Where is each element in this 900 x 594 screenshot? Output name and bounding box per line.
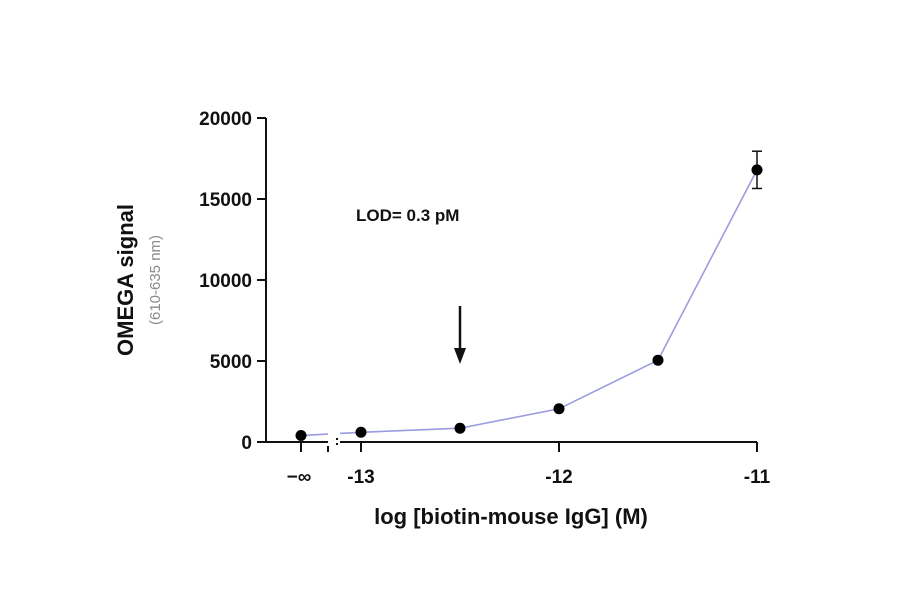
data-point — [652, 354, 664, 366]
data-point — [355, 426, 367, 438]
y-axis-subtitle: (610-635 nm) — [147, 235, 164, 325]
data-point — [553, 403, 565, 415]
series-layer — [295, 150, 763, 442]
y-tick-label: 5000 — [210, 352, 252, 373]
data-point — [751, 164, 763, 176]
x-tick-label: -11 — [744, 467, 771, 488]
x-axis-title: log [biotin-mouse IgG] (M) — [374, 504, 648, 529]
x-tick-label: -13 — [347, 467, 374, 488]
data-point — [295, 430, 307, 442]
y-tick-label: 0 — [241, 433, 252, 454]
y-tick-label: 10000 — [199, 271, 252, 292]
labels: 0 5000 10000 15000 20000 −∞ -13 -12 -11 log [biot… — [113, 109, 771, 529]
y-tick-label: 20000 — [199, 109, 252, 130]
y-tick-label: 15000 — [199, 190, 252, 211]
x-tick-label: -12 — [545, 467, 572, 488]
y-axis-title: OMEGA signal — [113, 204, 138, 356]
lod-arrow-head — [454, 348, 466, 364]
x-tick-label: −∞ — [287, 467, 312, 488]
data-point — [454, 422, 466, 434]
axes — [257, 117, 758, 452]
lod-annotation: LOD= 0.3 pM — [356, 206, 459, 225]
